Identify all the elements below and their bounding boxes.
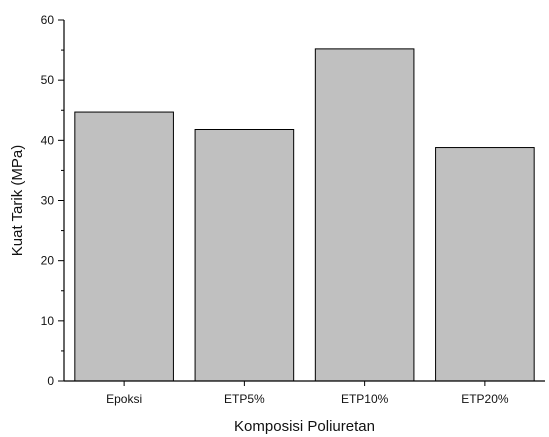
x-axis-ticks: Epoksi ETP5% ETP10% ETP20% <box>106 381 509 406</box>
x-tick-label: ETP5% <box>224 392 265 406</box>
y-tick-label: 50 <box>41 73 55 87</box>
bar <box>74 111 174 382</box>
y-tick-label: 30 <box>41 194 55 208</box>
y-tick-label: 40 <box>41 133 55 147</box>
x-tick-label: ETP20% <box>461 392 509 406</box>
y-axis-ticks: 0 10 20 30 40 50 60 <box>41 13 64 388</box>
bar <box>194 129 295 382</box>
bars-group <box>74 48 535 382</box>
x-axis-title: Komposisi Poliuretan <box>234 418 375 435</box>
x-tick-label: Epoksi <box>106 392 142 406</box>
bar <box>314 48 415 382</box>
y-tick-label: 0 <box>47 374 54 388</box>
bar <box>435 147 535 382</box>
y-tick-label: 10 <box>41 314 55 328</box>
y-tick-label: 60 <box>41 13 55 27</box>
y-tick-label: 20 <box>41 254 55 268</box>
y-axis-title: Kuat Tarik (MPa) <box>9 145 26 256</box>
x-tick-label: ETP10% <box>341 392 389 406</box>
